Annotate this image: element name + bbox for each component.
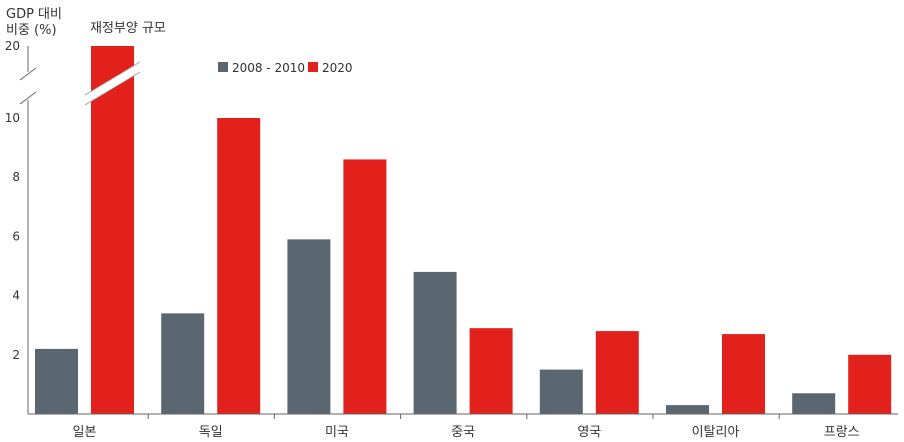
bar-series2 (91, 46, 134, 414)
bar-break-line-top (84, 61, 141, 96)
legend-label-2008-2010: 2008 - 2010 (232, 61, 305, 75)
bar-series1 (35, 348, 78, 414)
stimulus-size-annotation: 재정부양 규모 (90, 21, 166, 36)
bar-break-line-bottom (84, 71, 141, 106)
bar-series2 (217, 118, 261, 414)
bar-series1 (666, 405, 709, 414)
bar-series1 (161, 313, 205, 414)
x-tick-label: 영국 (577, 425, 601, 440)
legend-label-2020: 2020 (322, 61, 353, 75)
bar-series1 (792, 393, 836, 414)
y-tick-label: 8 (12, 170, 20, 184)
axis-break-marks (19, 61, 141, 106)
x-tick-label: 이탈리아 (692, 425, 740, 440)
y-tick-label: 6 (12, 229, 20, 243)
y-tick-label: 20 (5, 39, 20, 53)
bar-series1 (413, 271, 457, 414)
legend-swatch-2020 (308, 62, 318, 72)
bar-series2 (722, 334, 765, 414)
y-tick-label: 4 (12, 289, 20, 303)
x-axis: 일본 독일 미국 중국 영국 이탈리아 프랑스 (28, 413, 898, 440)
axis-break-slash-bottom (19, 91, 37, 105)
axis-break-slash-top (19, 67, 37, 81)
y-tick-label: 2 (12, 348, 20, 362)
x-tick-label: 독일 (199, 425, 223, 440)
bar-series2 (469, 328, 513, 414)
bar-series2 (343, 159, 387, 414)
legend-swatch-2008-2010 (218, 62, 228, 72)
y-axis-title-line-1: GDP 대비 (6, 7, 62, 22)
bar-series1 (287, 239, 331, 414)
bars (35, 46, 892, 414)
y-tick-label: 10 (5, 111, 20, 125)
y-axis: 2 4 6 8 10 20 (5, 39, 29, 414)
x-tick-label: 미국 (325, 425, 349, 440)
bar-series2 (595, 331, 639, 414)
x-tick-label: 일본 (73, 425, 97, 440)
x-tick-label: 중국 (451, 425, 475, 440)
x-tick-label: 프랑스 (824, 425, 860, 440)
bar-series2 (848, 354, 892, 414)
bar-series1 (539, 369, 583, 414)
y-axis-title-line-2: 비중 (%) (6, 23, 57, 38)
bar-break-gap (85, 62, 140, 105)
y-axis-title: GDP 대비 비중 (%) (6, 7, 62, 38)
legend: 2008 - 2010 2020 (218, 61, 353, 75)
